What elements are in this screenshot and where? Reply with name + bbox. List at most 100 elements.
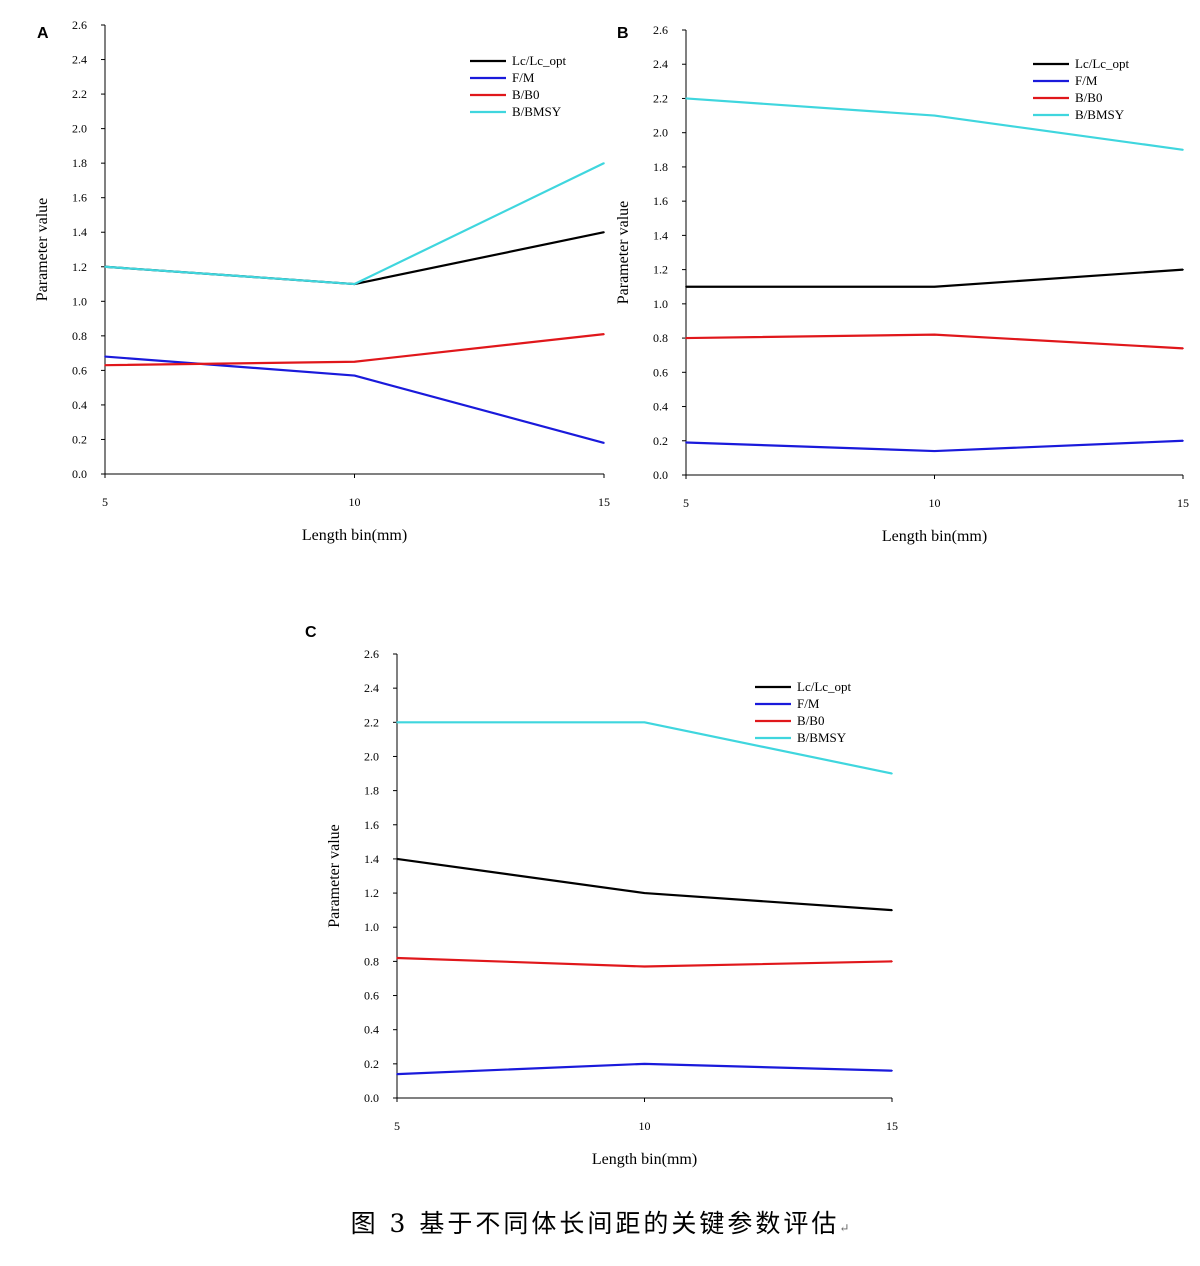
legend-label-b-b0: B/B0	[1075, 90, 1102, 105]
y-tick-label: 0.4	[364, 1023, 379, 1037]
data-point-b-b0	[396, 957, 398, 959]
paragraph-mark-icon: ↵	[839, 1221, 850, 1235]
y-tick-label: 2.4	[364, 681, 379, 695]
y-tick-label: 2.0	[364, 749, 379, 763]
y-tick-label: 0.4	[653, 400, 668, 414]
data-point-lc-lc-opt	[643, 892, 646, 894]
series-line-lc-lc-opt	[104, 231, 605, 286]
y-tick-label: 2.6	[364, 647, 379, 661]
legend-label-b-bmsy: B/BMSY	[1075, 107, 1125, 122]
legend-label-b-bmsy: B/BMSY	[512, 104, 562, 119]
y-tick-label: 2.6	[653, 23, 668, 37]
data-point-f-m	[396, 1073, 398, 1075]
y-tick-label: 1.2	[364, 886, 379, 900]
y-tick-label: 1.6	[72, 191, 87, 205]
data-point-f-m	[933, 450, 936, 452]
data-point-lc-lc-opt	[396, 858, 398, 860]
y-tick-label: 0.0	[364, 1091, 379, 1105]
data-point-b-bmsy	[1182, 149, 1184, 151]
y-tick-label: 0.2	[364, 1057, 379, 1071]
data-point-lc-lc-opt	[933, 285, 936, 288]
legend-label-lc-lc-opt: Lc/Lc_opt	[1075, 56, 1130, 71]
legend-label-b-b0: B/B0	[797, 713, 824, 728]
y-tick-label: 0.2	[72, 432, 87, 446]
x-axis-title: Length bin(mm)	[302, 527, 407, 544]
x-tick-label: 10	[929, 496, 941, 510]
y-tick-label: 2.2	[72, 87, 87, 101]
y-tick-label: 2.6	[72, 18, 87, 32]
y-tick-label: 0.0	[653, 468, 668, 482]
y-tick-label: 1.6	[653, 194, 668, 208]
data-point-b-bmsy	[891, 772, 893, 775]
data-point-b-bmsy	[685, 97, 687, 100]
data-point-lc-lc-opt	[603, 231, 605, 234]
data-point-b-b0	[1182, 347, 1184, 350]
y-tick-label: 1.4	[653, 228, 668, 242]
x-tick-label: 5	[102, 495, 108, 509]
y-tick-label: 0.8	[364, 954, 379, 968]
chart-panel-c: C 0.0 0.2 0.4 0.6 0.8 1.0 1.2 1.4 1.6 1.8 2.0 2.2 2.4…	[305, 624, 898, 1168]
x-tick-label: 15	[1177, 496, 1189, 510]
data-point-f-m	[643, 1063, 646, 1065]
y-tick-label: 0.8	[72, 329, 87, 343]
y-tick-label: 0.6	[364, 989, 379, 1003]
legend-label-f-m: F/M	[1075, 73, 1098, 88]
data-point-lc-lc-opt	[685, 285, 687, 288]
y-tick-label: 0.4	[72, 398, 87, 412]
data-point-b-b0	[104, 364, 106, 367]
data-point-b-b0	[643, 965, 646, 968]
y-tick-label: 2.0	[72, 122, 87, 136]
data-point-b-bmsy	[643, 721, 646, 724]
data-point-f-m	[603, 442, 605, 444]
panel-label: A	[37, 25, 49, 42]
y-tick-label: 2.4	[72, 53, 87, 67]
series-line-b-b0	[104, 333, 605, 367]
data-point-lc-lc-opt	[1182, 268, 1184, 271]
series-line-lc-lc-opt	[396, 857, 893, 912]
y-tick-label: 2.2	[653, 91, 668, 105]
series-line-f-m	[104, 355, 605, 444]
data-point-f-m	[685, 441, 687, 444]
data-point-b-b0	[603, 333, 605, 335]
legend-label-b-bmsy: B/BMSY	[797, 730, 847, 745]
chart-panel-b: B 0.0 0.2 0.4 0.6 0.8 1.0 1.2 1.4 1.6 1.8 2.0 2.2 2.4…	[615, 23, 1189, 545]
y-tick-label: 0.6	[653, 365, 668, 379]
chart-panel-a: A 0.0 0.2 0.4 0.6 0.8 1.0 1.2 1.4 1.6 1.8 2.0 2.2 2.4…	[34, 18, 610, 544]
series-line-b-b0	[396, 956, 893, 968]
data-point-b-b0	[353, 360, 356, 363]
data-point-b-bmsy	[353, 283, 356, 285]
data-point-lc-lc-opt	[891, 909, 893, 911]
legend-label-b-b0: B/B0	[512, 87, 539, 102]
y-tick-label: 1.2	[653, 263, 668, 277]
data-point-b-bmsy	[396, 721, 398, 724]
data-point-f-m	[891, 1069, 893, 1072]
legend-label-f-m: F/M	[512, 70, 535, 85]
x-tick-label: 10	[639, 1119, 651, 1133]
y-tick-label: 0.6	[72, 363, 87, 377]
y-tick-label: 1.2	[72, 260, 87, 274]
series-line-b-b0	[685, 333, 1184, 350]
legend-label-lc-lc-opt: Lc/Lc_opt	[512, 53, 567, 68]
y-axis-title: Parameter value	[326, 824, 343, 928]
y-tick-label: 1.8	[653, 160, 668, 174]
data-point-b-b0	[685, 337, 687, 339]
x-axis-title: Length bin(mm)	[592, 1151, 697, 1168]
data-point-f-m	[104, 355, 106, 358]
y-tick-label: 1.6	[364, 818, 379, 832]
x-tick-label: 15	[598, 495, 610, 509]
series-line-f-m	[396, 1062, 893, 1076]
legend-label-lc-lc-opt: Lc/Lc_opt	[797, 679, 852, 694]
y-tick-label: 2.2	[364, 715, 379, 729]
y-tick-label: 1.4	[72, 225, 87, 239]
x-tick-label: 10	[349, 495, 361, 509]
data-point-b-b0	[891, 960, 893, 963]
y-tick-label: 2.0	[653, 126, 668, 140]
data-point-b-bmsy	[104, 265, 106, 268]
y-tick-label: 1.4	[364, 852, 379, 866]
x-axis-title: Length bin(mm)	[882, 528, 987, 545]
y-axis-title: Parameter value	[615, 201, 632, 305]
y-tick-label: 1.8	[72, 156, 87, 170]
y-tick-label: 2.4	[653, 57, 668, 71]
x-tick-label: 15	[886, 1119, 898, 1133]
